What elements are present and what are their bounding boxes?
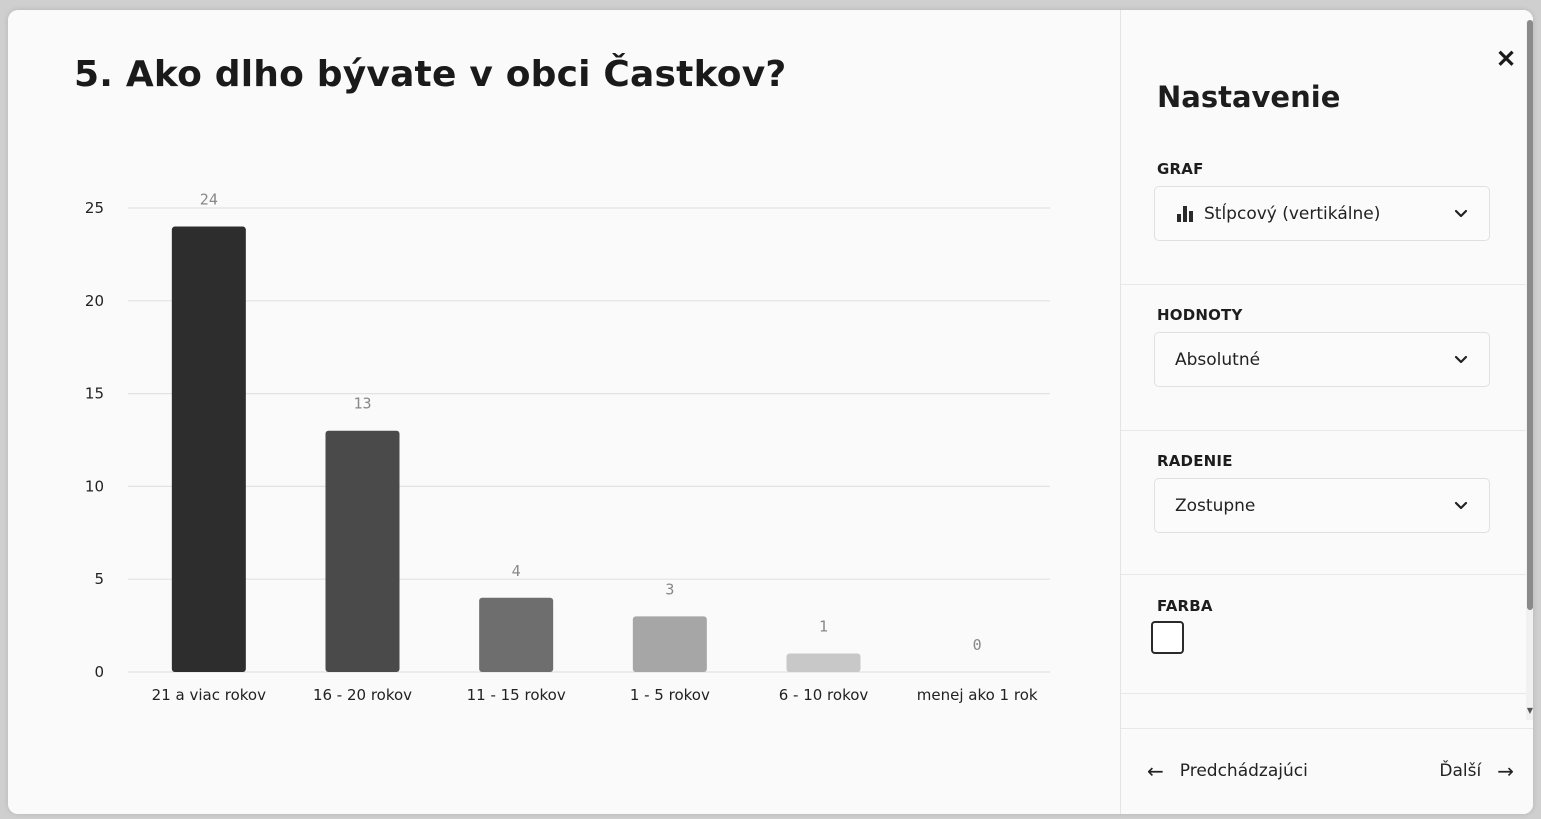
- sorting-section: RADENIE Zostupne: [1121, 452, 1529, 572]
- chevron-down-icon: [1454, 355, 1468, 364]
- y-tick-label: 10: [85, 477, 104, 495]
- close-icon: ✕: [1495, 46, 1517, 73]
- chart-type-value: Stĺpcový (vertikálne): [1204, 203, 1381, 224]
- x-tick-label: 6 - 10 rokov: [779, 686, 869, 704]
- chart-area: 5. Ako dlho bývate v obci Častkov? 0 5 10 1…: [8, 10, 1120, 814]
- sorting-select[interactable]: Zostupne: [1154, 478, 1490, 533]
- bar-chart-icon: [1177, 205, 1194, 222]
- bar: [479, 597, 554, 672]
- settings-panel: ✕ Nastavenie GRAF Stĺpcový (vertikálne): [1120, 10, 1533, 814]
- values-label: HODNOTY: [1157, 306, 1243, 324]
- color-section: FARBA: [1121, 597, 1529, 697]
- next-button[interactable]: Ďalší →: [1439, 761, 1514, 781]
- values-value: Absolutné: [1175, 349, 1261, 370]
- x-tick-label: 1 - 5 rokov: [630, 686, 710, 704]
- section-divider: [1121, 284, 1529, 285]
- section-divider: [1121, 693, 1529, 694]
- color-swatch[interactable]: [1151, 621, 1184, 654]
- settings-title: Nastavenie: [1157, 80, 1341, 114]
- previous-label: Predchádzajúci: [1179, 761, 1308, 781]
- bar: [325, 430, 400, 672]
- results-modal: 5. Ako dlho bývate v obci Častkov? 0 5 10 1…: [8, 10, 1533, 814]
- next-label: Ďalší: [1439, 761, 1482, 781]
- sorting-label: RADENIE: [1157, 452, 1233, 470]
- y-tick-label: 20: [85, 292, 104, 310]
- question-title: 5. Ako dlho bývate v obci Častkov?: [74, 54, 787, 95]
- partially-hidden-section-label: [1157, 713, 1162, 721]
- y-tick-label: 5: [94, 570, 104, 588]
- data-label: 1: [819, 617, 828, 635]
- section-divider: [1121, 574, 1529, 575]
- chevron-down-icon: [1454, 209, 1468, 218]
- scrollbar-thumb[interactable]: [1527, 20, 1533, 610]
- arrow-right-icon: →: [1497, 759, 1514, 783]
- data-label: 13: [353, 395, 371, 413]
- x-tick-label: 21 a viac rokov: [152, 686, 266, 704]
- chart-type-label: GRAF: [1157, 160, 1204, 178]
- bar: [786, 653, 861, 672]
- bar: [171, 226, 246, 672]
- y-tick-label: 0: [94, 663, 104, 681]
- close-button[interactable]: ✕: [1492, 46, 1520, 74]
- x-tick-label: menej ako 1 rok: [917, 686, 1038, 704]
- data-label: 24: [200, 191, 218, 209]
- chevron-down-icon: [1454, 501, 1468, 510]
- arrow-left-icon: ←: [1147, 759, 1164, 783]
- data-label: 3: [665, 580, 674, 598]
- scrollbar[interactable]: [1526, 20, 1533, 720]
- chart-type-section: GRAF Stĺpcový (vertikálne): [1121, 160, 1529, 280]
- values-section: HODNOTY Absolutné: [1121, 306, 1529, 426]
- bar: [632, 616, 707, 672]
- values-select[interactable]: Absolutné: [1154, 332, 1490, 387]
- previous-button[interactable]: ← Predchádzajúci: [1147, 761, 1308, 781]
- navigation-footer: ← Predchádzajúci Ďalší →: [1121, 728, 1533, 814]
- x-tick-label: 16 - 20 rokov: [313, 686, 412, 704]
- sorting-value: Zostupne: [1175, 495, 1256, 516]
- data-label: 0: [973, 636, 982, 654]
- data-label: 4: [512, 562, 521, 580]
- x-tick-label: 11 - 15 rokov: [467, 686, 566, 704]
- chart-type-select[interactable]: Stĺpcový (vertikálne): [1154, 186, 1490, 241]
- y-tick-label: 15: [85, 385, 104, 403]
- y-tick-label: 25: [85, 199, 104, 217]
- color-label: FARBA: [1157, 597, 1213, 615]
- scroll-down-icon[interactable]: ▼: [1526, 706, 1533, 715]
- section-divider: [1121, 430, 1529, 431]
